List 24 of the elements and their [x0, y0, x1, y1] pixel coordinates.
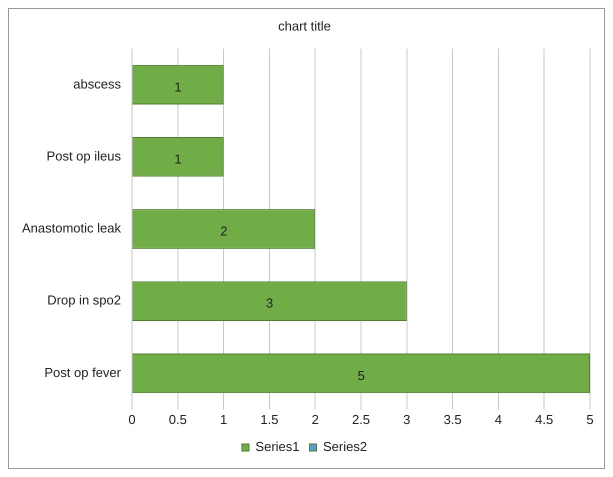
data-label: 5	[358, 368, 365, 383]
x-tick-label: 4.5	[535, 412, 554, 427]
x-tick-label: 1.5	[260, 412, 278, 427]
x-tick-label: 3	[403, 412, 410, 427]
legend-label: Series1	[255, 439, 300, 454]
data-label: 1	[174, 79, 182, 94]
x-tick-label: 0	[128, 412, 136, 427]
data-label: 2	[220, 224, 228, 239]
y-tick-label: abscess	[73, 76, 122, 92]
x-tick-label: 3.5	[444, 412, 462, 427]
data-label: 1	[174, 151, 182, 166]
data-label: 3	[266, 296, 274, 311]
x-tick-label: 4	[494, 412, 502, 427]
x-tick-label: 5	[586, 412, 594, 427]
x-tick-label: 0.5	[168, 412, 187, 427]
x-tick-label: 1	[220, 412, 228, 427]
legend-label: Series2	[323, 439, 368, 454]
y-tick-label: Post op fever	[44, 364, 122, 380]
chart-title: chart title	[278, 18, 331, 34]
y-tick-label: Post op ileus	[46, 148, 122, 164]
y-tick-label: Drop in spo2	[47, 292, 121, 308]
y-tick-label: Anastomotic leak	[22, 220, 122, 236]
x-tick-label: 2.5	[352, 412, 370, 427]
x-tick-label: 2	[312, 412, 319, 427]
